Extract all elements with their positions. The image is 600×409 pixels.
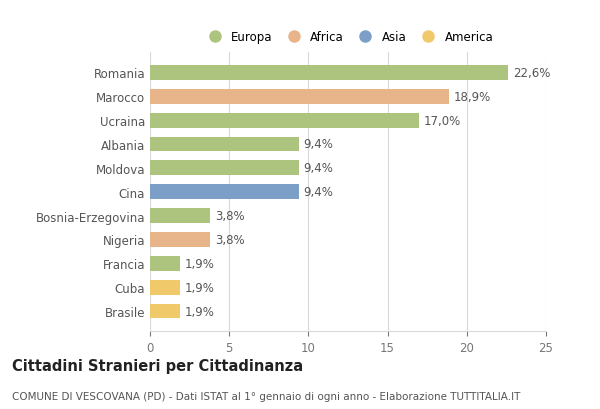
Bar [150, 209, 210, 223]
Text: 18,9%: 18,9% [454, 90, 491, 103]
Text: COMUNE DI VESCOVANA (PD) - Dati ISTAT al 1° gennaio di ogni anno - Elaborazione : COMUNE DI VESCOVANA (PD) - Dati ISTAT al… [12, 391, 520, 401]
Text: 3,8%: 3,8% [215, 234, 245, 246]
Bar [150, 113, 419, 128]
Bar [150, 66, 508, 81]
Bar [150, 185, 299, 200]
Text: Cittadini Stranieri per Cittadinanza: Cittadini Stranieri per Cittadinanza [12, 358, 303, 373]
Bar [150, 137, 299, 152]
Text: 9,4%: 9,4% [304, 138, 334, 151]
Text: 17,0%: 17,0% [424, 115, 461, 127]
Bar [150, 256, 180, 271]
Text: 9,4%: 9,4% [304, 186, 334, 199]
Legend: Europa, Africa, Asia, America: Europa, Africa, Asia, America [203, 31, 493, 44]
Text: 9,4%: 9,4% [304, 162, 334, 175]
Bar [150, 90, 449, 104]
Text: 3,8%: 3,8% [215, 209, 245, 222]
Bar [150, 304, 180, 319]
Bar [150, 232, 210, 247]
Text: 1,9%: 1,9% [185, 281, 215, 294]
Text: 22,6%: 22,6% [513, 67, 550, 80]
Text: 1,9%: 1,9% [185, 305, 215, 318]
Bar [150, 161, 299, 176]
Text: 1,9%: 1,9% [185, 257, 215, 270]
Bar [150, 280, 180, 295]
